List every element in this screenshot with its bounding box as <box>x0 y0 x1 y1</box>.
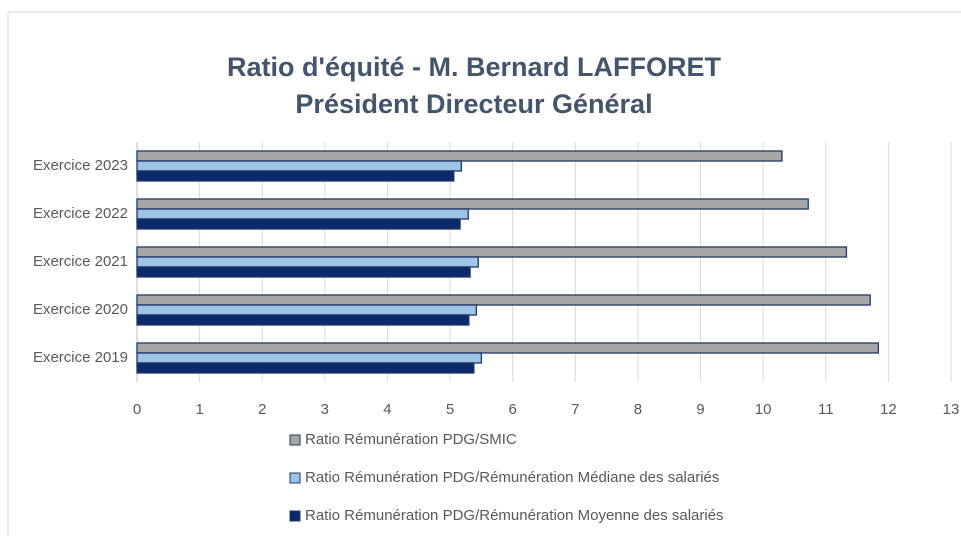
bar <box>136 150 783 162</box>
bar <box>136 218 461 230</box>
bar <box>136 246 848 258</box>
y-tick-label: Exercice 2019 <box>33 349 128 366</box>
y-tick-label: Exercice 2020 <box>33 301 128 318</box>
bar <box>136 256 479 268</box>
bar <box>136 160 462 172</box>
x-tick-label: 1 <box>195 401 203 418</box>
x-tick-label: 4 <box>383 401 391 418</box>
bar <box>136 342 880 354</box>
y-tick-label: Exercice 2021 <box>33 253 128 270</box>
bar <box>136 294 871 306</box>
x-tick-label: 12 <box>880 401 897 418</box>
x-tick-label: 3 <box>321 401 329 418</box>
x-tick-label: 5 <box>446 401 454 418</box>
x-tick-label: 0 <box>133 401 141 418</box>
legend-label: Ratio Rémunération PDG/SMIC <box>305 431 517 448</box>
legend-swatch <box>289 434 301 446</box>
bar <box>136 266 471 278</box>
x-tick-label: 2 <box>258 401 266 418</box>
x-tick-label: 13 <box>943 401 960 418</box>
x-tick-label: 9 <box>696 401 704 418</box>
bar <box>136 208 469 220</box>
legend-swatch <box>289 472 301 484</box>
bar <box>136 352 483 364</box>
bar <box>136 198 809 210</box>
bar <box>136 314 470 326</box>
bar <box>136 304 478 316</box>
chart-title: Ratio d'équité - M. Bernard LAFFORET <box>227 52 721 82</box>
y-tick-label: Exercice 2022 <box>33 205 128 222</box>
x-tick-label: 6 <box>509 401 517 418</box>
chart-title: Président Directeur Général <box>295 89 652 119</box>
y-tick-label: Exercice 2023 <box>33 157 128 174</box>
legend-label: Ratio Rémunération PDG/Rémunération Moye… <box>305 507 724 524</box>
x-tick-label: 10 <box>755 401 772 418</box>
x-tick-label: 8 <box>634 401 642 418</box>
x-tick-label: 7 <box>571 401 579 418</box>
x-tick-label: 11 <box>818 401 834 418</box>
bar <box>136 170 455 182</box>
legend-label: Ratio Rémunération PDG/Rémunération Médi… <box>305 469 719 486</box>
bar <box>136 362 475 374</box>
legend-swatch <box>289 510 301 522</box>
